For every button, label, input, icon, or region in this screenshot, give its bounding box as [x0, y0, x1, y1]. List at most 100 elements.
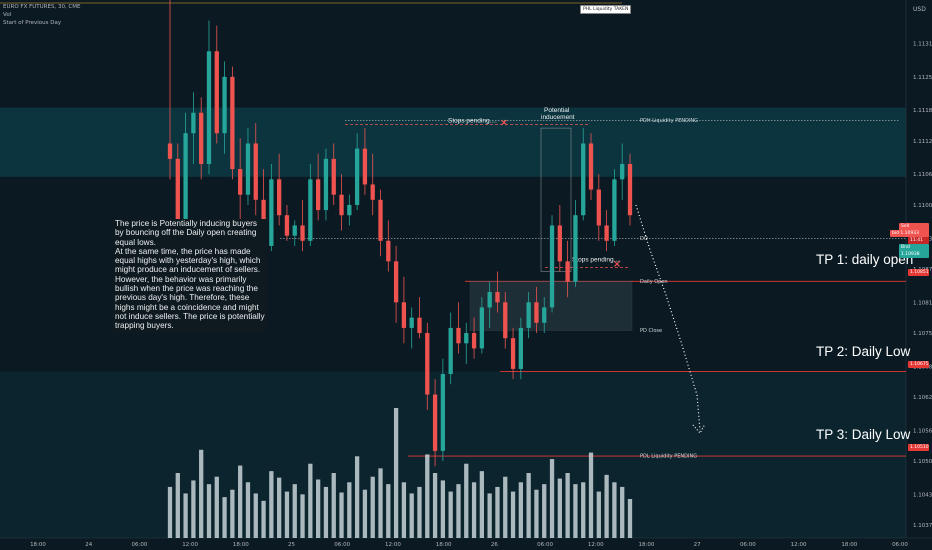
- volume-bar: [596, 491, 601, 538]
- volume-bar: [206, 484, 212, 538]
- tp2-price-tag: 1.10675: [908, 361, 929, 368]
- candle-body: [308, 179, 313, 241]
- x-tick-label: 24: [85, 542, 92, 548]
- volume-bar: [393, 408, 399, 538]
- y-tick-label: 1.11000: [913, 203, 932, 209]
- tp3-price-tag: 1.10510: [908, 444, 929, 451]
- y-tick-label: 1.10625: [913, 395, 932, 401]
- candle-body: [581, 143, 586, 216]
- volume-bar: [362, 489, 368, 538]
- volume-bar: [627, 499, 633, 538]
- volume-bar: [495, 486, 500, 538]
- volume-bar: [269, 471, 274, 538]
- candle-body: [175, 158, 180, 226]
- pdl-label: PDL Liquidity PENDING: [640, 454, 697, 460]
- candle-body: [167, 143, 173, 159]
- candle-body: [222, 76, 227, 134]
- tp1-price-tag: 1.10851: [908, 269, 929, 276]
- candle-body: [542, 307, 547, 323]
- candle-body: [612, 179, 617, 241]
- candle-body: [199, 112, 204, 164]
- candle-body: [588, 143, 594, 190]
- candle-body: [339, 194, 344, 216]
- candle-body: [518, 327, 523, 369]
- x-tick-label: 12:00: [588, 542, 604, 548]
- candle-body: [378, 199, 383, 241]
- y-tick-label: 1.11060: [913, 172, 932, 178]
- volume-bar: [440, 480, 446, 538]
- x-tick-label: 06:00: [892, 542, 908, 548]
- x-tick-label: 25: [288, 542, 295, 548]
- candle-body: [206, 51, 212, 164]
- candle-body: [471, 333, 477, 349]
- y-tick-label: 1.11125: [913, 139, 932, 145]
- do-label: DO: [640, 236, 648, 242]
- volume-bar: [175, 473, 180, 538]
- x-tick-label: 18:00: [436, 542, 452, 548]
- liquidity-taken-tag: PHL Liquidity TAKEN: [580, 5, 632, 14]
- x-mark-top-icon: [501, 119, 507, 126]
- inducement-box: [540, 127, 572, 272]
- daily-open-label: Daily Open: [640, 279, 668, 285]
- volume-bar: [347, 482, 352, 538]
- candle-body: [331, 158, 336, 195]
- candle-body: [596, 189, 601, 226]
- candle-body: [604, 225, 609, 241]
- volume-bar: [261, 500, 266, 538]
- candle-body: [284, 215, 290, 236]
- candle-body: [292, 225, 297, 236]
- x-mark-bottom-icon: [614, 260, 620, 267]
- y-tick-label: 1.10375: [913, 523, 932, 529]
- session-label: Start of Previous Day: [3, 20, 62, 26]
- candle-body: [534, 302, 539, 323]
- volume-bar: [331, 473, 336, 538]
- volume-bar: [284, 491, 290, 538]
- candle-body: [464, 333, 469, 344]
- candle-body: [417, 317, 422, 334]
- volume-bar: [370, 476, 375, 538]
- candle-body: [238, 169, 243, 195]
- volume-bar: [277, 477, 282, 538]
- volume-bar: [292, 484, 297, 538]
- volume-bar: [230, 489, 235, 538]
- candle-body: [510, 338, 516, 369]
- candle-body: [347, 204, 352, 216]
- projection-arrow-icon: [692, 423, 706, 435]
- volume-bar: [487, 493, 492, 538]
- volume-bar: [456, 484, 461, 538]
- candle-body: [191, 112, 196, 134]
- candle-body: [557, 225, 562, 262]
- countdown-tag: 11:41: [908, 237, 929, 244]
- candle-body: [253, 143, 258, 200]
- candle-body: [432, 394, 438, 451]
- volume-bar: [214, 476, 219, 538]
- y-tick-label: 1.10750: [913, 331, 932, 337]
- volume-bar: [167, 486, 173, 538]
- x-tick-label: 27: [694, 542, 701, 548]
- x-tick-label: 06:00: [131, 542, 147, 548]
- candle-body: [565, 261, 570, 282]
- y-tick-label: 1.11315: [913, 42, 932, 48]
- volume-bar: [526, 473, 531, 538]
- x-tick-label: 18:00: [233, 542, 249, 548]
- candle-body: [393, 261, 399, 303]
- volume-bar: [378, 468, 383, 538]
- volume-bar: [542, 484, 547, 538]
- volume-bar: [581, 482, 586, 538]
- x-tick-label: 18:00: [639, 542, 655, 548]
- volume-bar: [238, 465, 243, 538]
- x-tick-label: 06:00: [334, 542, 350, 548]
- candle-body: [409, 317, 414, 328]
- volume-bar: [518, 482, 523, 538]
- supply-zone: [0, 107, 906, 177]
- buy-tag: Bnd 1.10938: [899, 244, 929, 258]
- volume-bar: [315, 479, 321, 538]
- volume-bar: [409, 493, 414, 538]
- currency-label[interactable]: USD: [913, 6, 926, 13]
- volume-bar: [588, 452, 594, 538]
- stops-pending-top: Stops pending....: [448, 117, 497, 124]
- y-tick-label: 1.10500: [913, 459, 932, 465]
- volume-bar: [612, 482, 617, 538]
